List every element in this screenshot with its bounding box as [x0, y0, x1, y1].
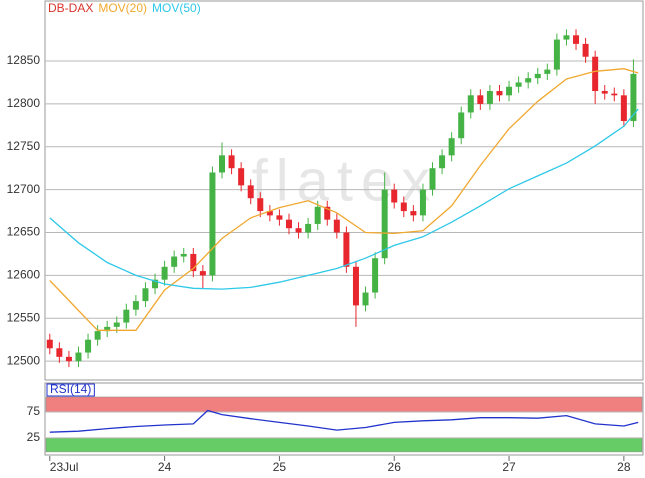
candle-body: [228, 155, 235, 169]
candle-body: [458, 112, 465, 139]
legend-entry: MOV(20): [98, 1, 147, 15]
x-tick-label: 25: [273, 460, 287, 474]
x-tick-label: 27: [502, 460, 516, 474]
legend-entry: RSI(14): [50, 382, 91, 396]
candle-body: [391, 189, 398, 203]
candle-body: [582, 43, 589, 57]
candle-body: [563, 35, 570, 40]
candle-body: [247, 185, 254, 199]
candle-body: [343, 232, 350, 267]
candle-body: [525, 78, 532, 83]
series-line: [49, 108, 639, 290]
series-line: [49, 68, 639, 331]
candle-body: [400, 202, 407, 212]
x-tick-label: 26: [388, 460, 402, 474]
candle-body: [410, 211, 417, 216]
candle-body: [257, 198, 264, 212]
candle-body: [467, 95, 474, 113]
candle-body: [620, 95, 627, 122]
x-tick-label: 23Jul: [50, 460, 79, 474]
candle-body: [324, 206, 331, 220]
candle-body: [190, 253, 197, 272]
candle-body: [285, 219, 292, 229]
y-tick-label: 12600: [7, 268, 41, 282]
candle-body: [305, 223, 312, 233]
candle-body: [515, 82, 522, 87]
y-tick-label: 12550: [7, 310, 41, 324]
candle-body: [65, 356, 72, 362]
candle-body: [429, 168, 436, 190]
candle-body: [94, 331, 101, 340]
candle-body: [506, 86, 513, 96]
candle-body: [381, 189, 388, 259]
band: [45, 437, 643, 453]
x-tick-label: 28: [617, 460, 631, 474]
candle-body: [372, 258, 379, 293]
candle-body: [132, 301, 139, 310]
candle-body: [630, 73, 637, 122]
candle-body: [238, 168, 245, 186]
candle-body: [266, 211, 273, 216]
candle-body: [161, 266, 168, 280]
candle-body: [75, 352, 82, 362]
candle-body: [534, 73, 541, 79]
legend-box: [46, 383, 95, 397]
candle-body: [142, 288, 149, 302]
candle-body: [276, 215, 283, 220]
candle-body: [486, 91, 493, 104]
candle-body: [592, 56, 599, 92]
candle-body: [209, 172, 216, 276]
y-tick-label: 25: [27, 430, 41, 444]
candle-body: [439, 155, 446, 169]
candle-body: [448, 138, 455, 156]
band: [45, 396, 643, 413]
candle-body: [601, 91, 608, 94]
candle-body: [180, 253, 187, 257]
candle-body: [611, 93, 618, 96]
candle-body: [152, 279, 159, 289]
y-tick-label: 12850: [7, 53, 41, 67]
watermark: flatex: [252, 148, 439, 213]
candle-body: [199, 271, 206, 276]
y-tick-label: 12750: [7, 139, 41, 153]
candle-body: [419, 189, 426, 216]
candle-body: [362, 292, 369, 306]
candle-body: [333, 219, 340, 233]
y-tick-label: 12800: [7, 96, 41, 110]
legend-entry: MOV(50): [152, 1, 201, 15]
series-line: [49, 409, 639, 433]
candle-body: [352, 266, 359, 306]
candle-body: [496, 91, 503, 96]
legend-entry: DB-DAX: [48, 1, 93, 15]
candle-body: [113, 322, 120, 327]
y-tick-label: 75: [27, 404, 41, 418]
candle-body: [219, 155, 226, 173]
x-tick-label: 24: [158, 460, 172, 474]
candle-body: [544, 69, 551, 74]
plot-area: [44, 0, 644, 381]
candle-body: [553, 39, 560, 70]
candle-body: [477, 95, 484, 104]
candle-body: [171, 256, 178, 267]
y-tick-label: 12500: [7, 353, 41, 367]
candle-body: [123, 309, 130, 323]
candle-body: [56, 348, 63, 357]
candle-body: [104, 326, 111, 332]
candle-body: [85, 339, 92, 353]
candle-body: [295, 228, 302, 233]
y-tick-label: 12650: [7, 225, 41, 239]
candle-body: [46, 339, 53, 349]
candle-body: [573, 35, 580, 44]
y-tick-label: 12700: [7, 182, 41, 196]
candle-body: [314, 206, 321, 224]
